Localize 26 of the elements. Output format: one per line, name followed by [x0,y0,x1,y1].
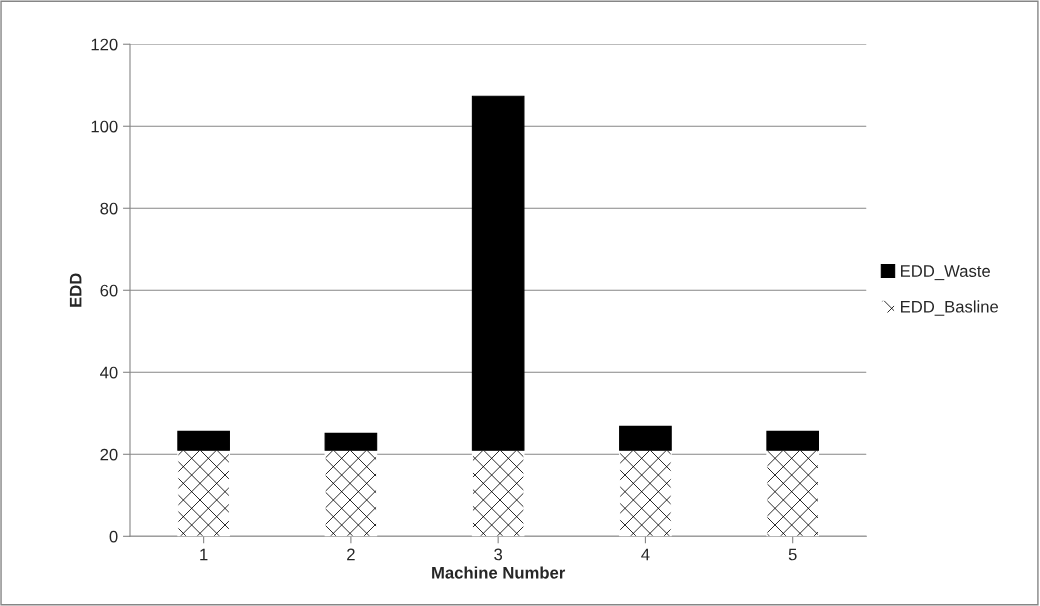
bar [177,430,230,451]
bar [177,449,230,537]
x-axis-title: Machine Number [432,566,566,579]
x-tick-label: 5 [788,548,797,561]
bar [471,449,525,537]
y-tick-label: 60 [100,284,118,297]
y-tick-label: 120 [91,38,118,51]
y-axis-title: EDD [69,273,82,307]
bar [471,95,525,451]
x-tick-label: 3 [494,548,503,561]
bar [324,432,378,451]
x-tick-label: 1 [200,548,208,561]
x-tick-label: 2 [347,548,355,561]
y-tick-label: 80 [100,202,118,215]
bar [619,425,672,451]
bar [619,449,672,537]
bar [324,449,378,537]
y-tick-label: 20 [100,448,118,461]
x-tick-label: 4 [641,548,650,561]
legend-label: EDD_Waste [901,265,990,281]
legend-label: EDD_Basline [901,300,999,316]
y-tick-label: 100 [91,120,118,133]
y-tick-label: 40 [100,366,118,379]
bar [766,430,820,451]
y-tick-label: 0 [109,530,118,543]
bar [766,449,820,537]
